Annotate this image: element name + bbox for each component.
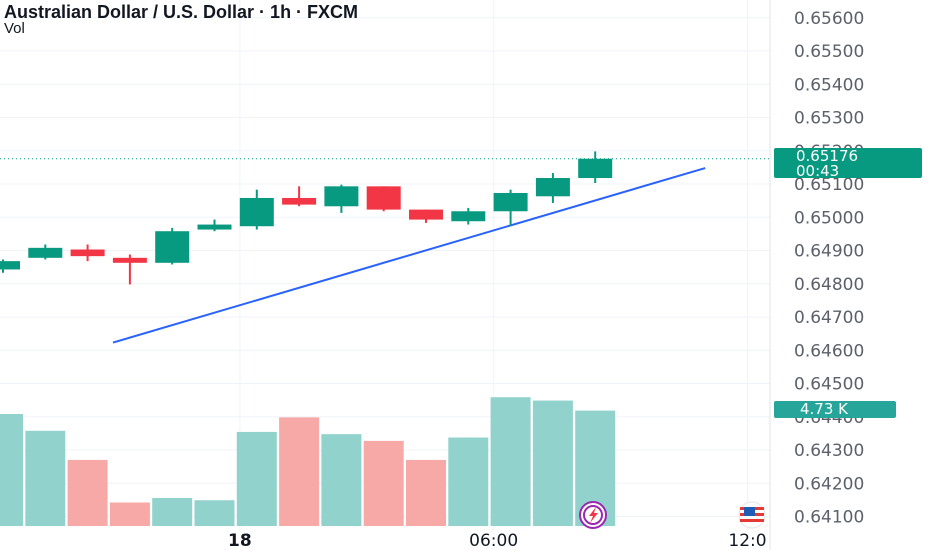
candle bbox=[493, 189, 528, 227]
candle bbox=[155, 227, 190, 265]
volume-bar bbox=[236, 431, 277, 526]
candle bbox=[324, 184, 359, 213]
candle bbox=[535, 173, 570, 203]
volume-bar bbox=[448, 437, 489, 526]
time-tick-label: 18 bbox=[228, 531, 252, 550]
volume-bar bbox=[25, 430, 66, 526]
candle-body bbox=[70, 249, 105, 257]
price-tick-label: 0.65400 bbox=[794, 75, 864, 95]
price-tick-label: 0.65100 bbox=[794, 175, 864, 195]
lightning-badge-icon[interactable] bbox=[579, 501, 607, 529]
candle-body bbox=[578, 158, 613, 179]
price-tick-label: 0.64500 bbox=[794, 375, 864, 395]
chart-title[interactable]: Australian Dollar / U.S. Dollar · 1h · F… bbox=[4, 2, 359, 22]
candle bbox=[451, 207, 486, 225]
candle-body bbox=[239, 197, 274, 227]
candle bbox=[366, 186, 401, 212]
candle-body bbox=[324, 186, 359, 207]
candle-body bbox=[0, 261, 20, 270]
volume-bar bbox=[532, 400, 573, 526]
candle-body bbox=[282, 197, 317, 205]
trendline-layer[interactable] bbox=[112, 167, 706, 344]
price-tick-label: 0.65600 bbox=[794, 9, 864, 29]
candle bbox=[197, 219, 232, 232]
price-tag-countdown: 00:43 bbox=[796, 162, 839, 180]
candle-body bbox=[197, 224, 232, 230]
candle bbox=[239, 189, 274, 230]
price-tag-bg bbox=[774, 148, 922, 178]
time-tick-label: 06:00 bbox=[469, 531, 518, 550]
price-tick-label: 0.65000 bbox=[794, 208, 864, 228]
price-tick-label: 0.64200 bbox=[794, 474, 864, 494]
volume-tag-value: 4.73 K bbox=[800, 400, 849, 418]
volume-bar bbox=[109, 502, 150, 526]
candle bbox=[28, 244, 63, 260]
candle-body bbox=[112, 257, 147, 263]
axis-tags: 0.65176 00:43 4.73 K bbox=[774, 147, 922, 418]
candle bbox=[0, 259, 20, 273]
price-tick-label: 0.64800 bbox=[794, 275, 864, 295]
volume-bar bbox=[152, 498, 193, 526]
price-tag-price: 0.65176 bbox=[796, 147, 858, 165]
volume-bar bbox=[406, 459, 446, 526]
trendline bbox=[112, 167, 706, 344]
candle-body bbox=[366, 186, 401, 210]
volume-bar bbox=[490, 397, 531, 526]
candle-body bbox=[155, 231, 190, 263]
candle-body bbox=[28, 247, 63, 258]
volume-bar bbox=[67, 459, 108, 526]
volume-indicator-label[interactable]: Vol bbox=[4, 20, 25, 37]
candle-body bbox=[493, 192, 528, 212]
candle bbox=[112, 254, 147, 285]
volume-bar bbox=[0, 414, 23, 526]
volume-tag-bg bbox=[774, 401, 896, 418]
price-tick-label: 0.64300 bbox=[794, 441, 864, 461]
candle bbox=[578, 151, 613, 184]
price-tick-label: 0.64900 bbox=[794, 242, 864, 262]
time-tick-label: 12:0 bbox=[728, 531, 766, 550]
price-tick-label: 0.65300 bbox=[794, 109, 864, 129]
candles bbox=[0, 151, 613, 285]
volume-bar bbox=[321, 434, 362, 526]
candle-body bbox=[451, 211, 486, 222]
price-tick-label: 0.65500 bbox=[794, 42, 864, 62]
us-flag-icon[interactable] bbox=[738, 501, 766, 529]
candle bbox=[282, 186, 317, 207]
candle-body bbox=[409, 209, 443, 220]
volume-bar bbox=[194, 500, 235, 526]
volume-bar bbox=[279, 417, 320, 526]
price-axis[interactable]: 0.656000.655000.654000.653000.652000.651… bbox=[794, 9, 864, 528]
candle bbox=[70, 244, 105, 262]
price-tick-label: 0.64600 bbox=[794, 341, 864, 361]
candle-body bbox=[535, 178, 570, 197]
candle bbox=[409, 209, 443, 223]
price-tick-label: 0.64100 bbox=[794, 508, 864, 528]
volume-bar bbox=[363, 440, 404, 526]
price-tick-label: 0.64700 bbox=[794, 308, 864, 328]
